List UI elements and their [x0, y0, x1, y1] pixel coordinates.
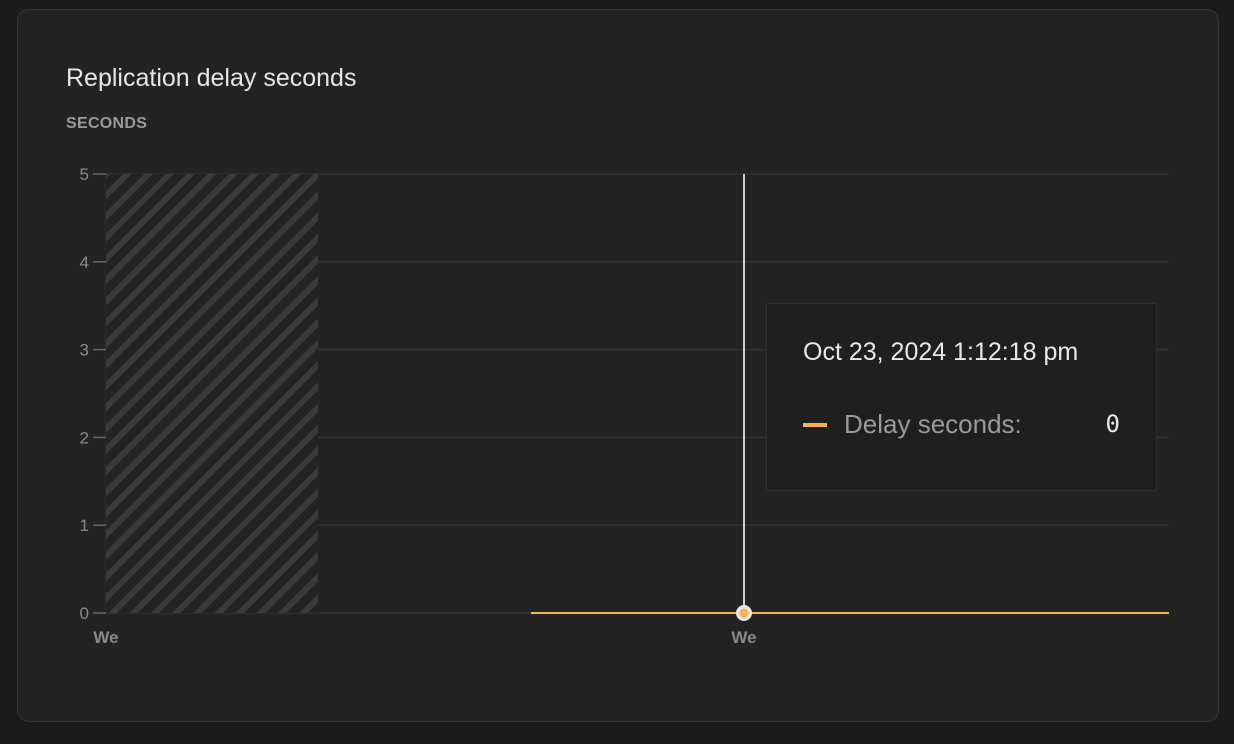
y-tick-label: 1 [80, 516, 89, 535]
y-tick-label: 0 [80, 604, 89, 623]
tooltip: Oct 23, 2024 1:12:18 pm Delay seconds: 0 [766, 303, 1157, 491]
x-tick-label: We [731, 628, 756, 647]
y-axis-unit-label: SECONDS [66, 115, 148, 132]
y-tick-label: 5 [80, 165, 89, 184]
y-tick-label: 3 [80, 341, 89, 360]
no-data-region [106, 174, 318, 613]
y-tick-label: 2 [80, 428, 89, 447]
chart-title: Replication delay seconds [66, 64, 357, 92]
tooltip-date: Oct 23, 2024 1:12:18 pm [803, 338, 1079, 366]
x-tick-label: We [93, 628, 118, 647]
tooltip-value: 0 [1105, 410, 1120, 438]
y-tick-label: 4 [80, 253, 89, 272]
series-swatch-icon [803, 423, 827, 427]
hover-point-inner [739, 608, 749, 618]
tooltip-series-label: Delay seconds: [844, 409, 1022, 439]
